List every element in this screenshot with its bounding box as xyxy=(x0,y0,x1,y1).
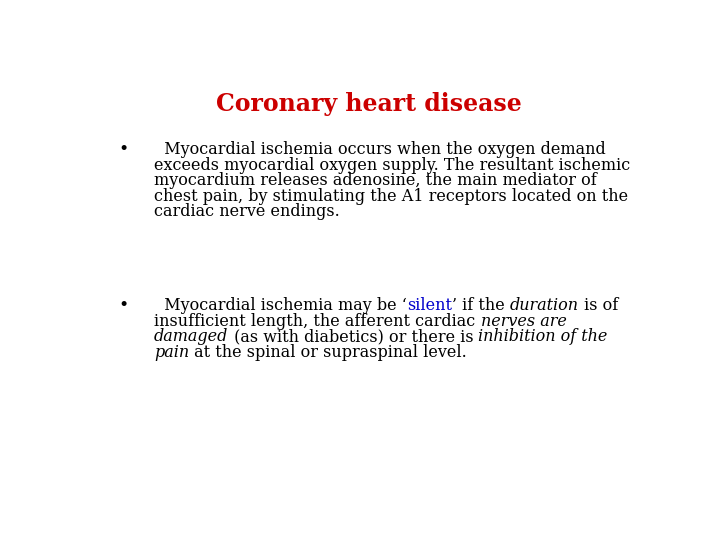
Text: Myocardial ischemia may be ‘: Myocardial ischemia may be ‘ xyxy=(154,297,407,314)
Text: •: • xyxy=(118,297,128,314)
Text: silent: silent xyxy=(407,297,452,314)
Text: is of: is of xyxy=(579,297,618,314)
Text: nerves are: nerves are xyxy=(480,313,567,329)
Text: damaged: damaged xyxy=(154,328,228,345)
Text: cardiac nerve endings.: cardiac nerve endings. xyxy=(154,203,340,220)
Text: chest pain, by stimulating the A1 receptors located on the: chest pain, by stimulating the A1 recept… xyxy=(154,188,629,205)
Text: ’ if the: ’ if the xyxy=(452,297,510,314)
Text: exceeds myocardial oxygen supply. The resultant ischemic: exceeds myocardial oxygen supply. The re… xyxy=(154,157,631,174)
Text: Myocardial ischemia occurs when the oxygen demand: Myocardial ischemia occurs when the oxyg… xyxy=(154,141,606,158)
Text: at the spinal or supraspinal level.: at the spinal or supraspinal level. xyxy=(189,343,467,361)
Text: pain: pain xyxy=(154,343,189,361)
Text: insufficient length, the afferent cardiac: insufficient length, the afferent cardia… xyxy=(154,313,480,329)
Text: •: • xyxy=(118,141,128,158)
Text: (as with diabetics) or there is: (as with diabetics) or there is xyxy=(228,328,478,345)
Text: myocardium releases adenosine, the main mediator of: myocardium releases adenosine, the main … xyxy=(154,172,597,189)
Text: Coronary heart disease: Coronary heart disease xyxy=(216,92,522,116)
Text: duration: duration xyxy=(510,297,579,314)
Text: inhibition of the: inhibition of the xyxy=(478,328,608,345)
